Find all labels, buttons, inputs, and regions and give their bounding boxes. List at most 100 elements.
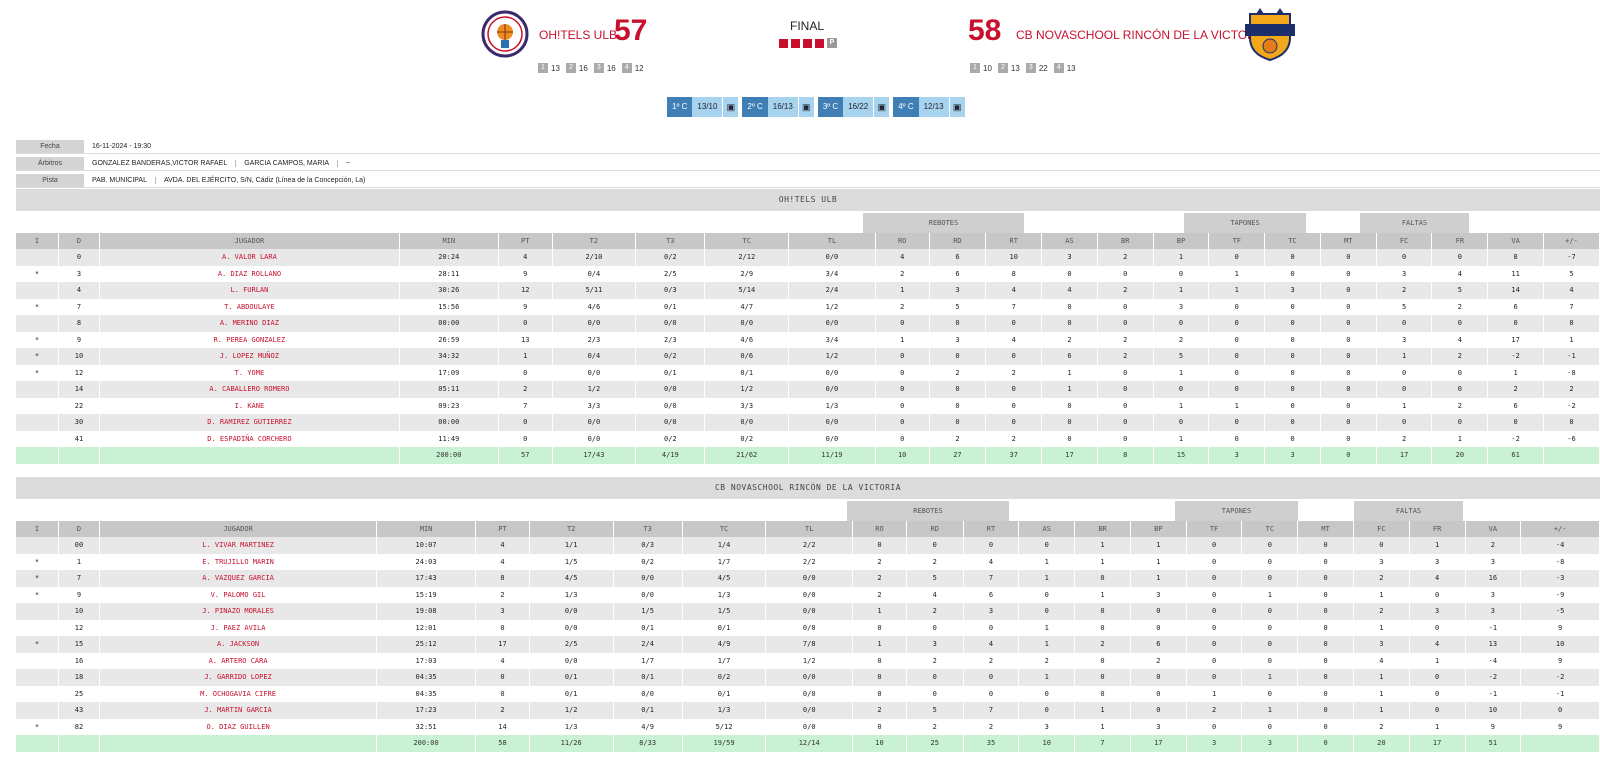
player-name-link[interactable]: L. FURLAN	[99, 282, 400, 299]
column-header[interactable]: FC	[1376, 233, 1433, 249]
player-name-link[interactable]: D. RAMIREZ GUTIERREZ	[99, 414, 400, 431]
column-header[interactable]: VA	[1487, 233, 1544, 249]
column-header[interactable]: FR	[1409, 521, 1466, 537]
jersey-number: 18	[58, 669, 101, 686]
tab-quarter-3[interactable]: 3º C 16/22 ▣	[817, 97, 890, 117]
starter-marker	[16, 619, 59, 636]
player-name-link[interactable]: J. LOPEZ MUÑOZ	[99, 348, 400, 365]
column-header[interactable]: +/-	[1543, 233, 1600, 249]
stat-cell: 1	[1241, 702, 1299, 719]
player-name-link[interactable]: A. MERINO DIAZ	[99, 315, 400, 332]
column-header[interactable]: VA	[1465, 521, 1522, 537]
column-header[interactable]: BR	[1097, 233, 1154, 249]
column-header[interactable]: T3	[613, 521, 683, 537]
stats-sheet-icon[interactable]: ▣	[797, 97, 814, 117]
column-header[interactable]: D	[58, 233, 101, 249]
column-header[interactable]: D	[58, 521, 101, 537]
player-name-link[interactable]: A. DIAZ ROLLANO	[99, 265, 400, 282]
column-header[interactable]: MT	[1320, 233, 1377, 249]
player-name-link[interactable]: J. MARTIN GARCIA	[99, 702, 377, 719]
column-header[interactable]: TF	[1186, 521, 1243, 537]
stat-cell: 2/4	[788, 282, 876, 299]
column-header[interactable]: BP	[1153, 233, 1210, 249]
column-header[interactable]: RD	[906, 521, 964, 537]
column-header[interactable]: MIN	[376, 521, 477, 537]
player-name-link[interactable]: V. PALOMO GIL	[99, 586, 377, 603]
player-name-link[interactable]: A. JACKSON	[99, 636, 377, 653]
player-name-link[interactable]: T. ABDOULAYE	[99, 298, 400, 315]
table-row: * 7 T. ABDOULAYE 15:56 9 4/6 0/1 4/7 1/2 2 5 7 0 0 3 0 0…	[16, 298, 1600, 315]
column-header[interactable]: T2	[552, 233, 637, 249]
tab-quarter-1[interactable]: 1º C 13/10 ▣	[667, 97, 739, 117]
column-header[interactable]: +/-	[1520, 521, 1600, 537]
column-header[interactable]: TF	[1208, 233, 1266, 249]
column-header[interactable]: AS	[1018, 521, 1076, 537]
player-name-link[interactable]: T. YOME	[99, 364, 400, 381]
column-header[interactable]: BR	[1074, 521, 1131, 537]
tab-quarter-2[interactable]: 2º C 16/13 ▣	[742, 97, 814, 117]
stat-cell: 4	[475, 537, 530, 554]
stat-cell: 0	[1041, 414, 1098, 431]
column-header[interactable]: JUGADOR	[99, 233, 400, 249]
stat-cell: 17:09	[399, 364, 499, 381]
column-header[interactable]: FR	[1431, 233, 1489, 249]
stat-cell: 0	[875, 381, 930, 398]
player-name-link[interactable]: A. VALOR LARA	[99, 249, 400, 266]
column-header[interactable]: I	[16, 521, 59, 537]
column-header[interactable]: MT	[1297, 521, 1354, 537]
player-name-link[interactable]: M. OCHOGAVIA CIFRE	[99, 685, 377, 702]
column-header[interactable]: PT	[475, 521, 530, 537]
away-team-name[interactable]: CB NOVASCHOOL RINCÓN DE LA VICTORIA	[1016, 28, 1268, 42]
home-team-name[interactable]: OH!TELS ULB	[539, 28, 618, 42]
player-name-link[interactable]: A. CABALLERO ROMERO	[99, 381, 400, 398]
player-name-link[interactable]: J. GARRIDO LOPEZ	[99, 669, 377, 686]
column-header[interactable]: TL	[788, 233, 876, 249]
total-cell: 10	[852, 735, 907, 752]
column-header[interactable]: TC	[704, 233, 790, 249]
column-header[interactable]: RT	[963, 521, 1020, 537]
stats-sheet-icon[interactable]: ▣	[722, 97, 739, 117]
column-header[interactable]: RO	[875, 233, 930, 249]
column-header[interactable]: TC	[682, 521, 767, 537]
stat-cell: 0	[1186, 603, 1243, 620]
player-name-link[interactable]: J. PINAZO MORALES	[99, 603, 377, 620]
jersey-number: 10	[58, 603, 101, 620]
player-name-link[interactable]: A. ARTERO CARA	[99, 652, 377, 669]
stat-cell: 0	[1130, 619, 1187, 636]
column-header[interactable]: RT	[985, 233, 1043, 249]
column-header[interactable]: MIN	[399, 233, 499, 249]
player-name-link[interactable]: O. DIAZ GUILLEN	[99, 718, 377, 735]
column-header[interactable]: RO	[852, 521, 907, 537]
player-name-link[interactable]: E. TRUJILLO MARIN	[99, 553, 377, 570]
column-header[interactable]: T3	[635, 233, 706, 249]
stat-cell: 12:01	[376, 619, 477, 636]
stat-cell: 5	[1153, 348, 1210, 365]
column-header[interactable]: TC	[1264, 233, 1321, 249]
stat-cell: 0	[1409, 586, 1466, 603]
player-name-link[interactable]: J. PAEZ AVILA	[99, 619, 377, 636]
column-header[interactable]: FC	[1353, 521, 1410, 537]
column-header[interactable]: JUGADOR	[99, 521, 377, 537]
away-team-logo	[1245, 8, 1295, 62]
player-name-link[interactable]: A. VAZQUEZ GARCIA	[99, 570, 377, 587]
player-name-link[interactable]: L. VIVAR MARTINEZ	[99, 537, 377, 554]
stat-cell: 0	[1153, 265, 1210, 282]
player-name-link[interactable]: D. ESPADIÑA CORCHERO	[99, 430, 400, 447]
column-header[interactable]: PT	[498, 233, 553, 249]
column-header[interactable]: BP	[1130, 521, 1187, 537]
stats-sheet-icon[interactable]: ▣	[948, 97, 965, 117]
stat-cell: 1	[1409, 718, 1466, 735]
column-header[interactable]: I	[16, 233, 59, 249]
stat-cell: 1	[1153, 249, 1210, 266]
column-header[interactable]: RD	[929, 233, 987, 249]
tab-quarter-4[interactable]: 4º C 12/13 ▣	[893, 97, 965, 117]
player-name-link[interactable]: I. KANE	[99, 397, 400, 414]
stat-cell: 2	[963, 718, 1020, 735]
column-header[interactable]: TC	[1241, 521, 1299, 537]
player-name-link[interactable]: R. PEREA GONZALEZ	[99, 331, 400, 348]
column-header[interactable]: TL	[765, 521, 854, 537]
column-header[interactable]: T2	[529, 521, 614, 537]
stats-sheet-icon[interactable]: ▣	[873, 97, 890, 117]
stat-cell: -2	[1520, 669, 1600, 686]
column-header[interactable]: AS	[1041, 233, 1098, 249]
